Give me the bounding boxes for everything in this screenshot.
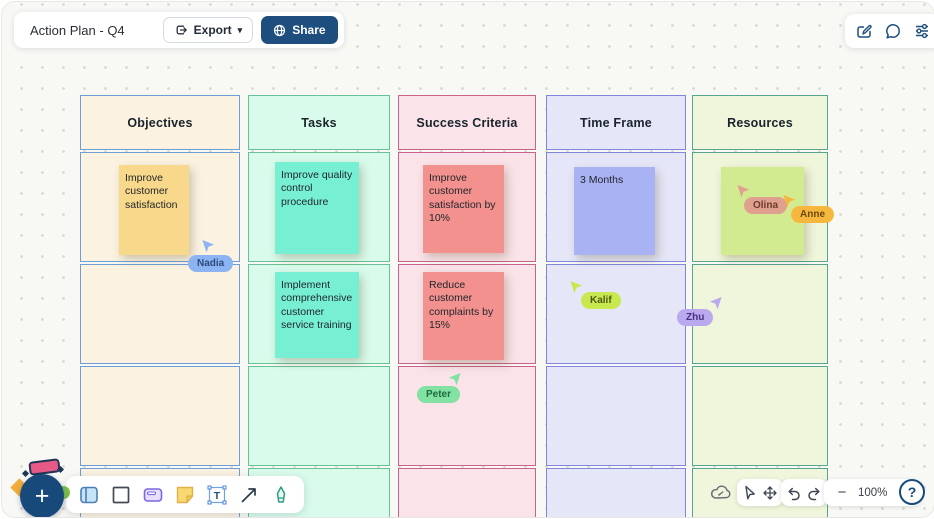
add-button[interactable]: +	[20, 474, 64, 517]
collaborator-cursor-anne: Anne	[783, 194, 834, 223]
column-title: Success Criteria	[416, 115, 518, 130]
collaborator-cursor-nadia: Nadia	[188, 239, 234, 272]
sticky-note[interactable]: Implement comprehensive customer service…	[275, 272, 359, 358]
redo-button[interactable]	[805, 482, 823, 504]
zoom-level: 100%	[858, 486, 888, 499]
chat-bubble-icon	[886, 24, 900, 39]
board-column-resources: Resources	[692, 95, 828, 517]
frame-tool-button[interactable]	[76, 482, 102, 508]
select-tool-button[interactable]	[741, 482, 759, 504]
sticky-note-icon	[176, 486, 194, 503]
preferences-button[interactable]	[911, 20, 933, 42]
text-tool-icon: T	[207, 485, 227, 504]
column-cell[interactable]	[546, 366, 686, 466]
export-label: Export	[193, 23, 232, 37]
cursor-name-label: Olina	[744, 197, 788, 214]
sticky-note[interactable]: 3 Months	[574, 167, 655, 255]
square-shape-icon	[112, 486, 130, 503]
top-right-icon-bar	[845, 14, 934, 48]
zoom-out-button[interactable]: −	[833, 482, 851, 504]
comments-button[interactable]	[882, 20, 904, 42]
sparkle-icon	[21, 469, 30, 478]
pointer-icon	[745, 485, 755, 499]
edit-button[interactable]	[853, 20, 875, 42]
column-title: Objectives	[127, 115, 193, 130]
svg-text:T: T	[214, 490, 221, 502]
shape-tool-button[interactable]	[108, 482, 134, 508]
document-header-bar: Action Plan - Q4 Export ▾ Share	[14, 12, 344, 48]
collaborator-cursor-kalif: Kalif	[570, 280, 621, 309]
cursor-arrow-icon	[202, 239, 215, 253]
column-header[interactable]: Resources	[692, 95, 828, 150]
move-icon	[763, 485, 777, 500]
column-header[interactable]: Objectives	[80, 95, 240, 150]
export-button[interactable]: Export ▾	[162, 17, 254, 43]
collaborator-cursor-olina: Olina	[737, 184, 788, 214]
frame-icon	[80, 486, 98, 503]
column-title: Tasks	[301, 115, 337, 130]
cursor-name-label: Nadia	[188, 255, 234, 272]
cursor-name-label: Anne	[791, 206, 834, 223]
undo-icon	[788, 487, 800, 500]
page-title: Action Plan - Q4	[30, 22, 125, 38]
collaborator-cursor-zhu: Zhu	[677, 296, 722, 326]
select-pan-group	[737, 479, 783, 506]
column-header[interactable]: Tasks	[248, 95, 390, 150]
help-button[interactable]: ?	[899, 479, 925, 505]
column-title: Time Frame	[580, 115, 652, 130]
cursor-arrow-icon	[737, 184, 750, 198]
column-cell[interactable]	[248, 366, 390, 466]
pen-tool-button[interactable]	[268, 482, 294, 508]
column-cell[interactable]	[398, 468, 536, 517]
sticky-note-tool-button[interactable]	[172, 482, 198, 508]
cursor-arrow-icon	[709, 296, 722, 310]
share-label: Share	[292, 23, 326, 37]
cursor-arrow-icon	[783, 194, 796, 208]
cursor-name-label: Peter	[417, 386, 461, 403]
column-header[interactable]: Success Criteria	[398, 95, 536, 150]
column-cell[interactable]	[80, 264, 240, 364]
cloud-icon	[710, 485, 731, 499]
collaborator-cursor-peter: Peter	[417, 372, 461, 403]
sticky-note[interactable]: Improve customer satisfaction by 10%	[423, 165, 504, 253]
edit-icon	[857, 24, 872, 38]
share-button[interactable]: Share	[261, 16, 338, 44]
arrow-icon	[241, 487, 256, 502]
column-cell[interactable]	[546, 264, 686, 364]
column-title: Resources	[727, 115, 793, 130]
cursor-name-label: Kalif	[581, 292, 621, 309]
column-header[interactable]: Time Frame	[546, 95, 686, 150]
undo-button[interactable]	[785, 482, 803, 504]
board-column-objectives: Objectives	[80, 95, 240, 517]
pen-icon	[276, 485, 286, 503]
card-icon	[143, 487, 163, 502]
card-tool-button[interactable]	[140, 482, 166, 508]
sync-status-button[interactable]	[709, 481, 733, 505]
chevron-down-icon: ▾	[237, 24, 243, 35]
redo-icon	[808, 487, 820, 500]
column-cell[interactable]	[692, 366, 828, 466]
cursor-name-label: Zhu	[677, 309, 714, 326]
sticky-note[interactable]: Improve customer satisfaction	[119, 165, 189, 255]
export-icon	[176, 25, 187, 35]
sticky-note[interactable]: Reduce customer complaints by 15%	[423, 272, 504, 360]
cursor-arrow-icon	[448, 372, 461, 386]
column-cell[interactable]	[398, 366, 536, 466]
undo-redo-group	[781, 479, 827, 506]
cursor-arrow-icon	[570, 280, 583, 294]
pan-tool-button[interactable]	[761, 482, 779, 504]
board-column-time-frame: Time Frame	[546, 95, 686, 517]
globe-icon	[274, 24, 286, 36]
arrow-tool-button[interactable]	[236, 482, 262, 508]
sticky-note[interactable]: Improve quality control procedure	[275, 162, 359, 254]
column-cell[interactable]	[546, 468, 686, 517]
text-tool-button[interactable]: T	[204, 482, 230, 508]
column-cell[interactable]	[80, 366, 240, 466]
sliders-icon	[916, 23, 928, 39]
tool-palette: T	[66, 476, 304, 513]
